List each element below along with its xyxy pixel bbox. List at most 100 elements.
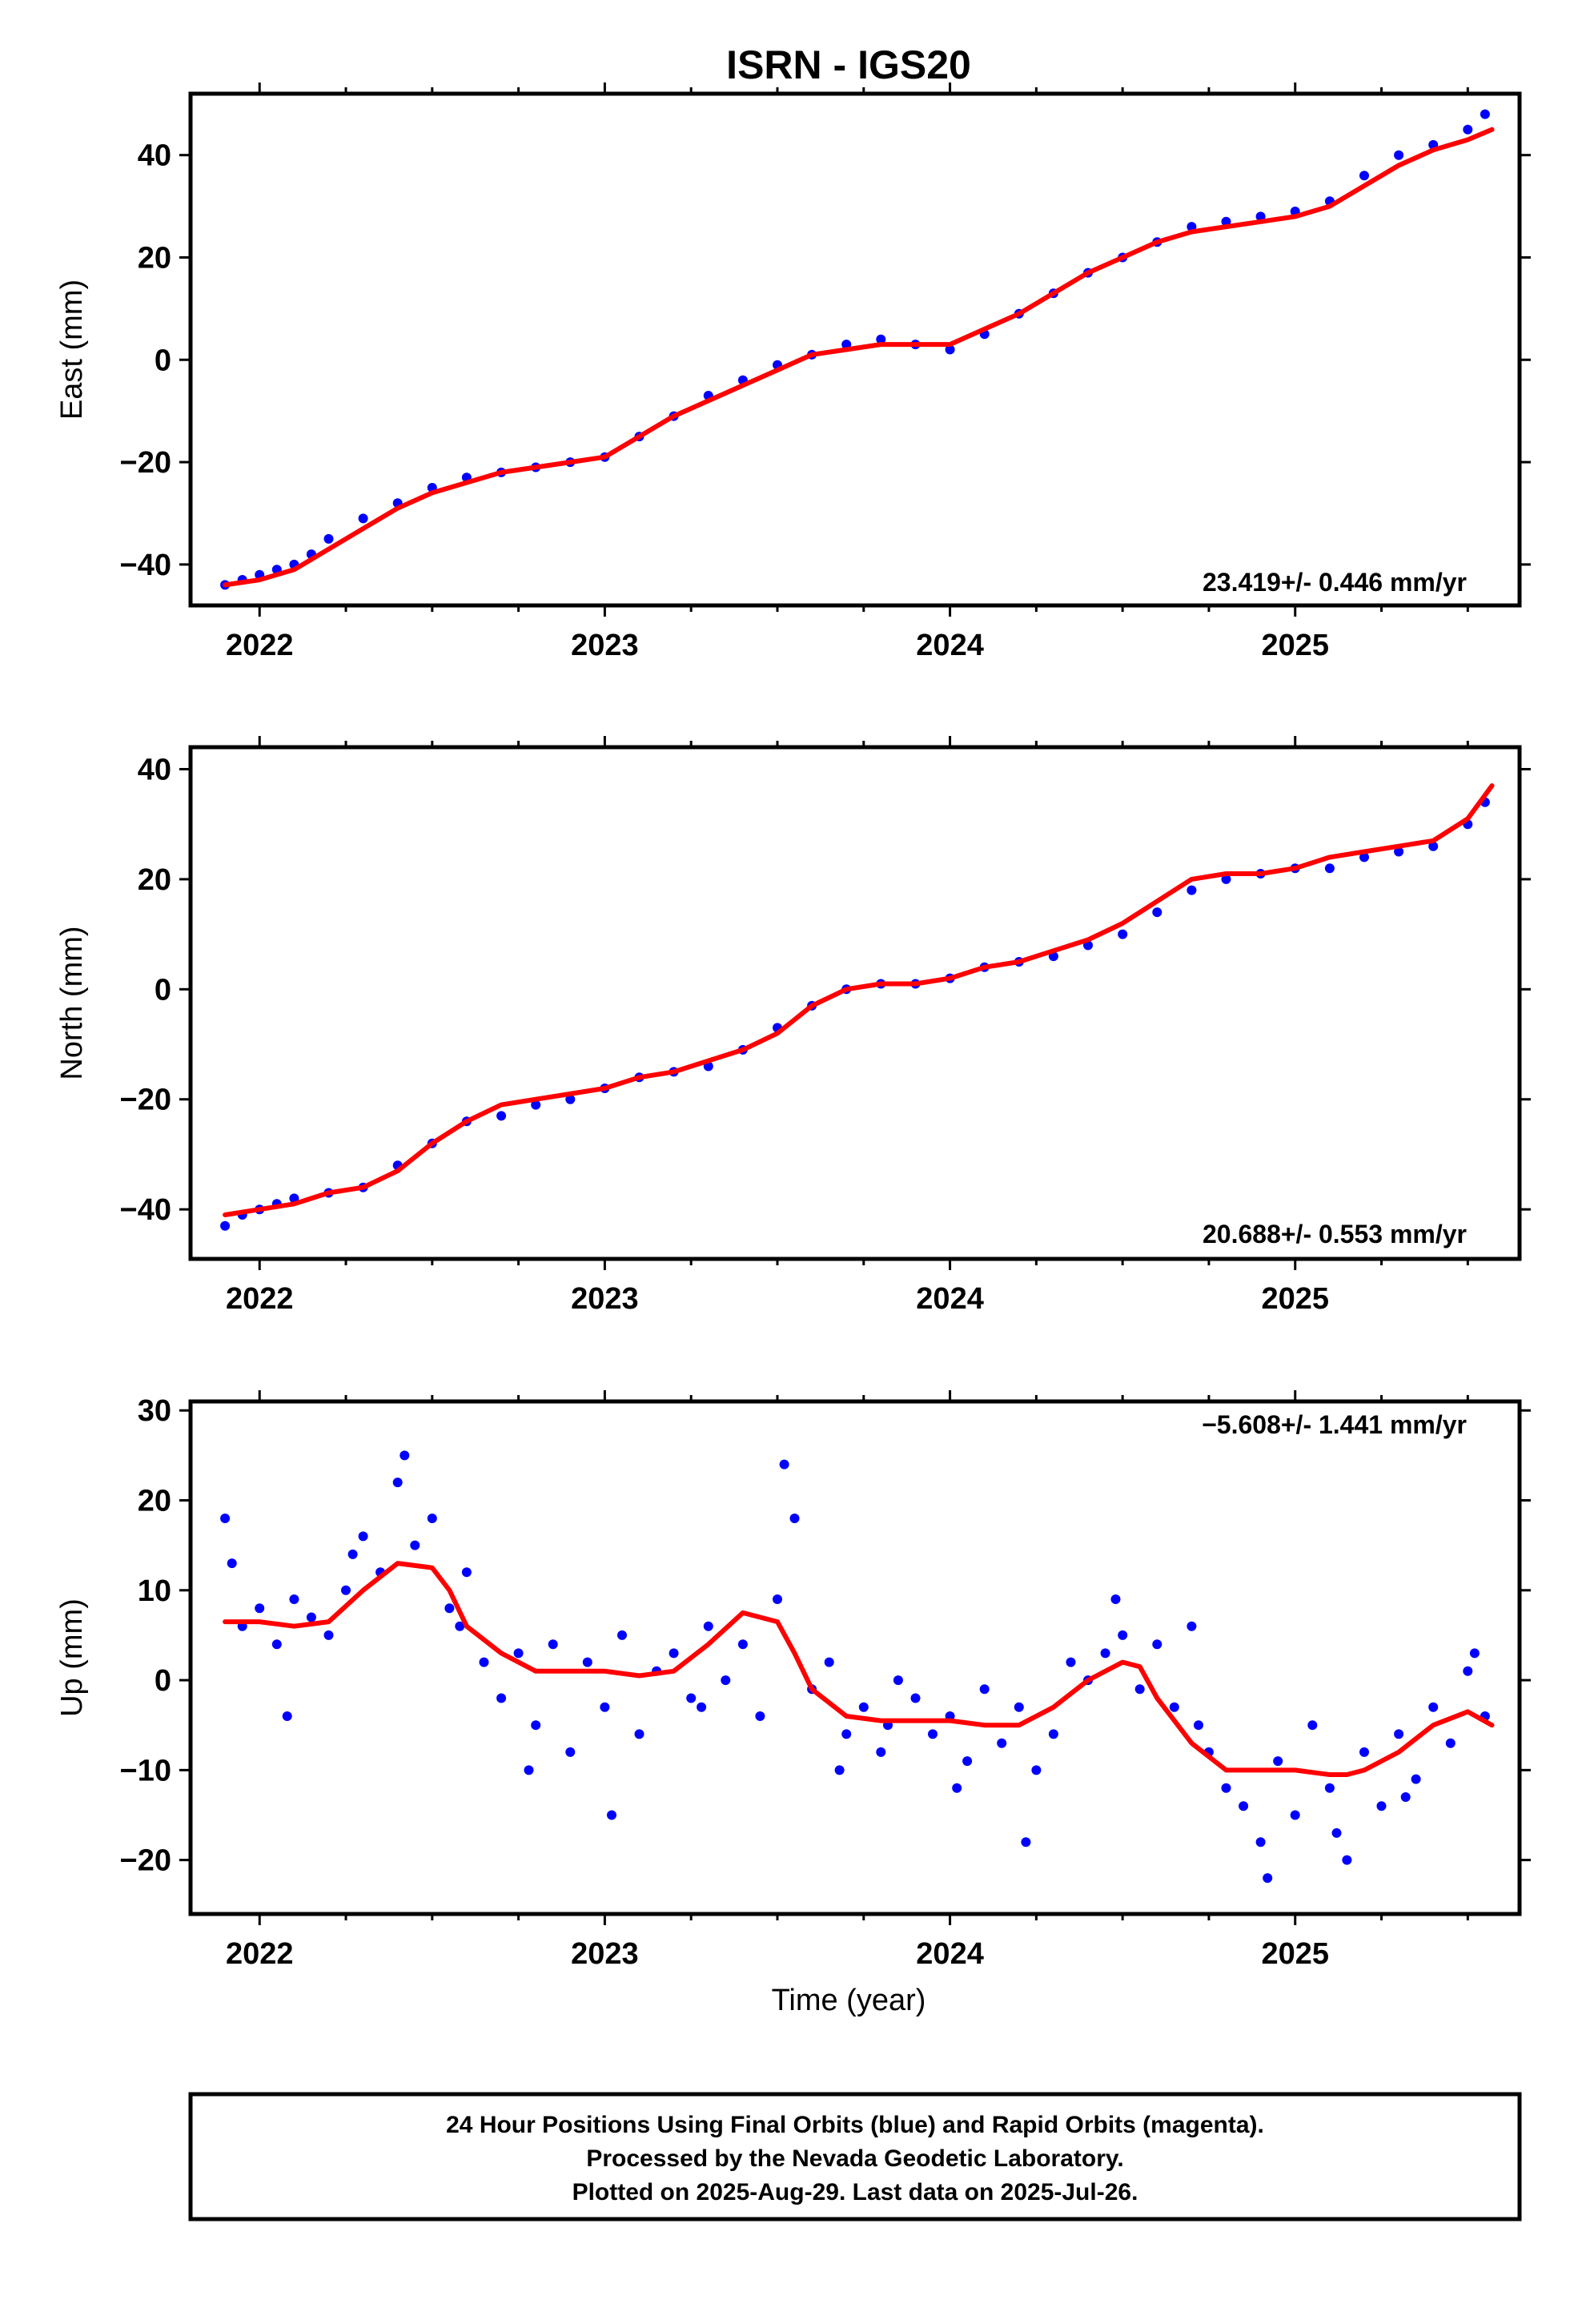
east-fit-line: [223, 127, 1495, 588]
north-data-point: [1394, 846, 1404, 857]
east-y-tick-label: 40: [138, 139, 171, 173]
up-data-point: [979, 1684, 990, 1695]
up-data-point: [1194, 1720, 1203, 1731]
up-data-point: [773, 1594, 782, 1604]
north-y-axis-label: North (mm): [55, 926, 89, 1080]
up-data-point: [1428, 1702, 1439, 1712]
north-plot-frame: [188, 745, 1522, 1261]
up-data-point: [1469, 1648, 1480, 1659]
up-data-point: [582, 1657, 592, 1667]
caption-frame: [188, 2092, 1522, 2221]
east-rate-label: 23.419+/- 0.446 mm/yr: [1203, 568, 1467, 597]
up-data-point: [227, 1558, 237, 1569]
east-x-tick-label: 2024: [916, 629, 984, 662]
up-data-point: [289, 1594, 299, 1604]
up-data-point: [600, 1702, 610, 1712]
up-y-tick-label: 0: [155, 1664, 171, 1698]
up-data-point: [893, 1675, 903, 1686]
x-axis-label: Time (year): [772, 1984, 926, 2017]
up-data-point: [1152, 1639, 1162, 1650]
east-data-point: [1394, 150, 1404, 160]
up-data-point: [841, 1729, 852, 1739]
up-data-point: [531, 1720, 541, 1731]
up-data-point: [513, 1648, 524, 1659]
north-data-point: [496, 1111, 507, 1121]
up-data-point: [1394, 1729, 1404, 1739]
east-x-tick-label: 2022: [226, 629, 294, 662]
east-y-tick-label: −20: [120, 446, 171, 480]
up-data-point: [1014, 1702, 1024, 1712]
north-rate-label: 20.688+/- 0.553 mm/yr: [1203, 1220, 1467, 1248]
up-data-point: [341, 1585, 351, 1595]
up-x-tick-label: 2022: [226, 1937, 294, 1971]
east-data-point: [358, 513, 368, 524]
up-data-point: [1221, 1783, 1231, 1793]
up-data-point: [427, 1514, 437, 1523]
east-x-tick-label: 2025: [1261, 629, 1329, 662]
east-data-point: [323, 533, 334, 544]
up-data-point: [617, 1630, 627, 1640]
up-data-point: [1186, 1621, 1197, 1631]
east-data-point: [1480, 109, 1490, 119]
up-data-point: [461, 1567, 472, 1578]
up-data-point: [410, 1540, 420, 1550]
north-y-tick-label: 0: [155, 973, 171, 1007]
up-data-point: [1307, 1720, 1318, 1731]
up-data-point: [1342, 1855, 1352, 1865]
up-x-tick-label: 2025: [1261, 1937, 1329, 1971]
up-data-point: [703, 1621, 713, 1631]
up-data-point: [255, 1603, 265, 1614]
up-data-point: [358, 1531, 368, 1542]
up-data-point: [1290, 1810, 1300, 1820]
up-data-point: [634, 1729, 644, 1739]
up-y-tick-label: 20: [138, 1485, 171, 1518]
north-data-point: [565, 1094, 576, 1104]
up-data-point: [400, 1450, 410, 1461]
up-data-point: [1118, 1630, 1128, 1640]
up-data-point: [1021, 1837, 1031, 1848]
up-data-point: [697, 1702, 707, 1712]
up-rate-label: −5.608+/- 1.441 mm/yr: [1202, 1410, 1467, 1439]
up-data-point: [686, 1693, 697, 1703]
up-data-point: [1324, 1783, 1335, 1793]
north-fit-line: [223, 783, 1495, 1217]
up-data-point: [928, 1729, 938, 1739]
east-data-point: [945, 344, 955, 355]
north-x-tick-label: 2022: [226, 1282, 294, 1316]
up-data-point: [1031, 1765, 1042, 1775]
up-data-point: [607, 1810, 616, 1820]
up-data-point: [1263, 1873, 1273, 1884]
caption-line-2: Processed by the Nevada Geodetic Laborat…: [586, 2145, 1123, 2172]
up-data-point: [1273, 1756, 1283, 1767]
north-data-point: [1221, 874, 1231, 884]
north-data-point: [1428, 841, 1439, 851]
up-data-point: [323, 1630, 334, 1640]
up-data-point: [1100, 1648, 1110, 1659]
up-data-point: [392, 1478, 403, 1488]
up-plot-frame: [188, 1399, 1522, 1916]
up-data-point: [1134, 1684, 1145, 1695]
east-data-point: [1463, 124, 1473, 135]
east-data-point: [876, 334, 886, 344]
north-data-point: [1186, 885, 1197, 895]
up-data-point: [737, 1639, 748, 1650]
north-data-point: [1359, 852, 1369, 862]
north-x-tick-label: 2024: [916, 1282, 984, 1316]
up-data-point: [910, 1693, 921, 1703]
up-data-point: [524, 1765, 534, 1775]
east-y-tick-label: 0: [155, 344, 171, 377]
up-data-point: [220, 1514, 231, 1523]
north-y-tick-label: 20: [138, 863, 171, 897]
up-data-point: [271, 1639, 282, 1650]
east-y-tick-label: 20: [138, 241, 171, 275]
caption-line-3: Plotted on 2025-Aug-29. Last data on 202…: [572, 2179, 1138, 2205]
up-x-tick-label: 2024: [916, 1937, 984, 1971]
up-data-point: [1066, 1657, 1076, 1667]
east-data-point: [1359, 171, 1369, 181]
up-x-tick-label: 2023: [571, 1937, 639, 1971]
up-panel: −20 −10 0 10 20 30 2022 2023 2024 2025 Up (mm) −5.6…: [55, 1390, 1531, 1971]
up-y-tick-label: −10: [120, 1754, 171, 1787]
east-plot-frame: [188, 91, 1522, 608]
up-y-tick-label: 30: [138, 1394, 171, 1428]
